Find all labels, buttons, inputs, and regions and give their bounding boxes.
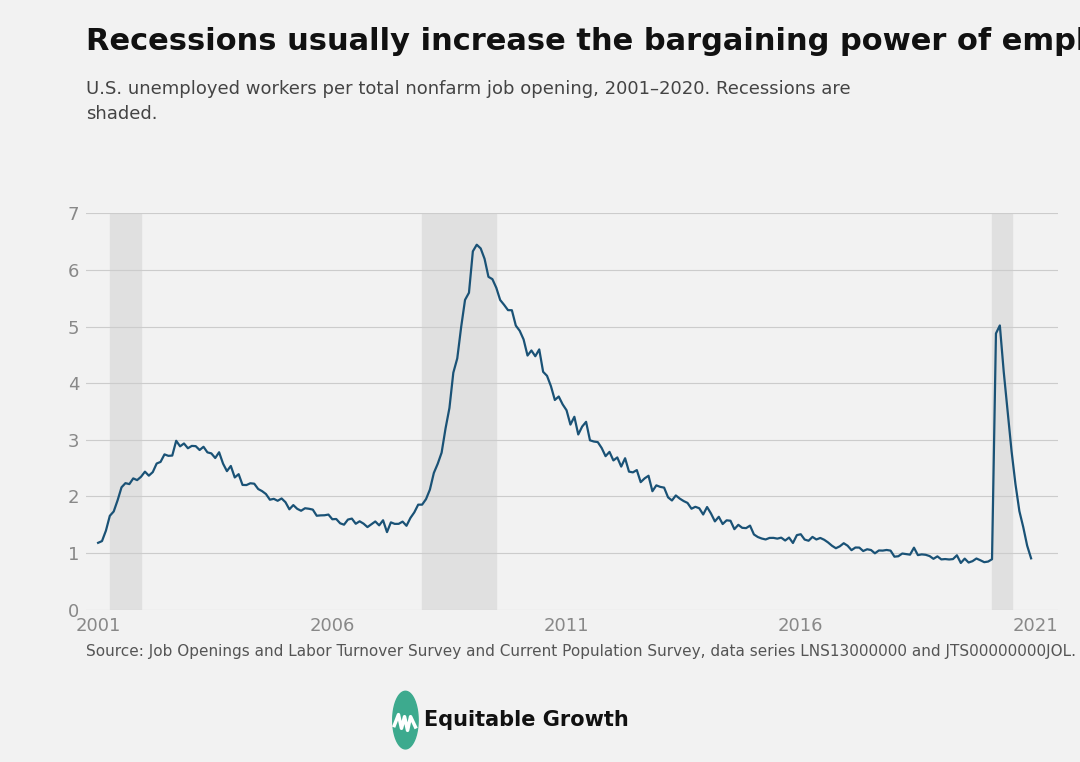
Text: U.S. unemployed workers per total nonfarm job opening, 2001–2020. Recessions are: U.S. unemployed workers per total nonfar… [86, 80, 851, 123]
Text: Equitable Growth: Equitable Growth [423, 710, 629, 730]
Text: Recessions usually increase the bargaining power of employers: Recessions usually increase the bargaini… [86, 27, 1080, 56]
Polygon shape [393, 691, 418, 749]
Bar [422, 213, 497, 610]
Bar [110, 213, 141, 610]
Bar [991, 213, 1012, 610]
Text: Source: Job Openings and Labor Turnover Survey and Current Population Survey, da: Source: Job Openings and Labor Turnover … [86, 644, 1077, 659]
